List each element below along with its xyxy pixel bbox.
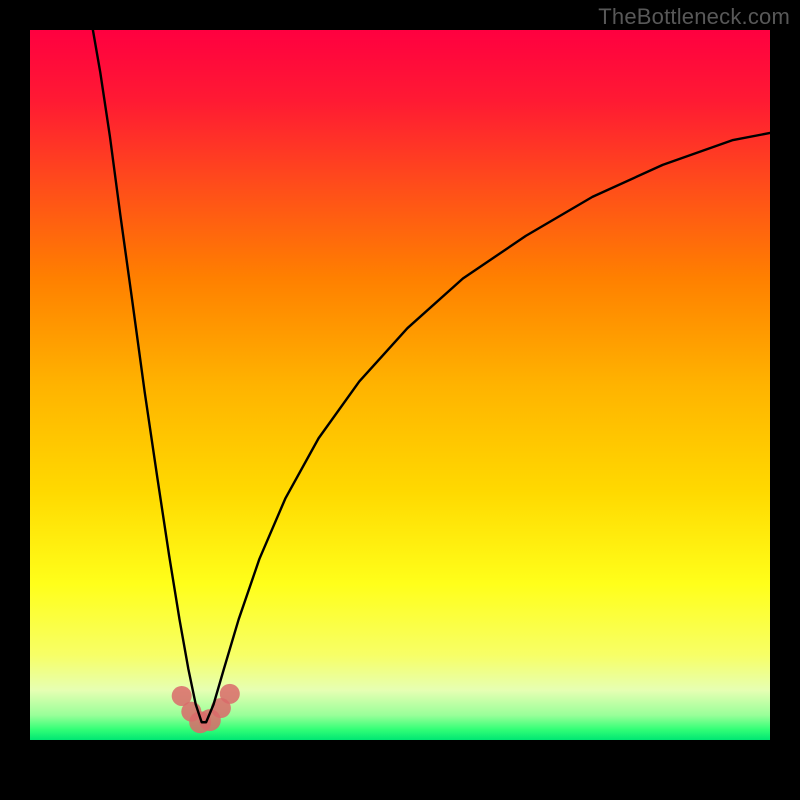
bottleneck-chart (0, 0, 800, 800)
watermark-text: TheBottleneck.com (598, 4, 790, 30)
gradient-plot-area (30, 30, 770, 740)
